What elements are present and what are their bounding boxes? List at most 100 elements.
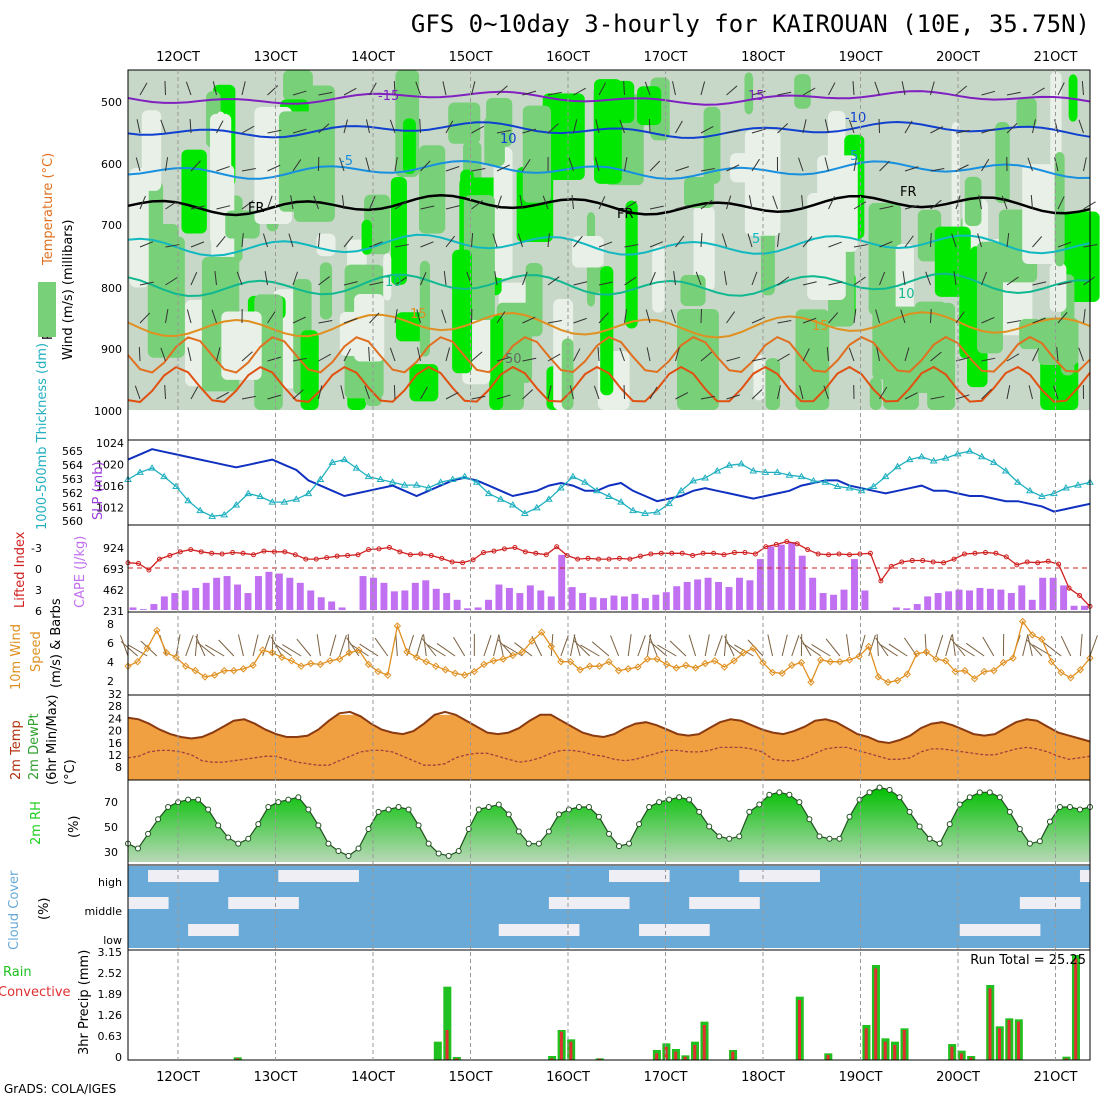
rh-patch: [652, 245, 665, 313]
wind-barb: [496, 394, 511, 400]
rh-patch: [1022, 164, 1062, 265]
wind-barb-10m: [329, 634, 337, 657]
rh-point: [215, 822, 222, 829]
isotherm-label: 15: [812, 319, 829, 334]
li-point: [679, 550, 685, 556]
cape-bar: [422, 580, 430, 610]
rh-point: [385, 806, 392, 813]
wind-barb: [522, 128, 537, 134]
li-tick: 3: [35, 584, 42, 597]
precip-tick: 0.63: [98, 1030, 123, 1043]
li-point: [282, 549, 288, 555]
wind-barb: [981, 128, 996, 134]
wind-barb: [160, 347, 166, 362]
x-tick-bottom: 21OCT: [1034, 1070, 1078, 1085]
wind-barb: [547, 276, 560, 286]
wind-speed-point: [489, 657, 498, 665]
isotherm-line: [127, 193, 1091, 217]
rh-point: [185, 796, 192, 803]
wind-barb: [700, 351, 713, 362]
thickness-point: [280, 498, 289, 505]
wind-barb: [981, 158, 990, 172]
wind-speed-point: [153, 626, 161, 635]
thickness-point: [304, 489, 313, 497]
thickness-tick: 561: [62, 501, 83, 514]
rh-point: [315, 822, 322, 829]
cloud-cell: [198, 870, 209, 882]
wind-barb: [292, 159, 302, 172]
temp-tick: 32: [108, 688, 122, 701]
cloud-cell: [148, 897, 159, 909]
wind-barb: [492, 233, 498, 248]
temp-ylabel: 2m Temp: [9, 720, 24, 780]
temp-line: [127, 710, 1091, 745]
wind-barb: [802, 317, 817, 324]
rh-point: [876, 784, 883, 791]
wind-barb: [955, 129, 970, 134]
convective-bar: [702, 1025, 706, 1060]
wind-barb-10m: [252, 634, 259, 657]
wind-barb: [1056, 347, 1059, 362]
thickness-point: [352, 464, 361, 471]
thickness-point: [1025, 486, 1034, 494]
cape-bar: [819, 593, 827, 610]
wind-barb: [496, 129, 511, 134]
panel-frame: [127, 439, 1091, 526]
thickness-point: [989, 458, 998, 465]
wind-barb: [981, 388, 992, 400]
li-point: [188, 547, 194, 553]
wind-barb: [343, 119, 348, 134]
cloud-cell: [188, 924, 199, 936]
wind-barb-10m: [945, 634, 953, 657]
wind-barb-10m: [359, 643, 379, 657]
rh-point: [1076, 806, 1083, 813]
cape-bar: [150, 604, 158, 610]
rh-patch: [625, 200, 638, 329]
x-tick-bottom: 15OCT: [449, 1070, 493, 1085]
wind-barb: [904, 120, 913, 134]
wind-speed-point: [951, 667, 960, 676]
wind-speed-point: [432, 662, 440, 670]
cape-bar: [840, 589, 848, 610]
rh-point: [195, 796, 202, 803]
li-point: [763, 544, 769, 550]
wind-speed-point: [768, 668, 777, 677]
wind-barb: [748, 195, 753, 210]
rh-point: [555, 811, 562, 818]
convective-bar: [826, 1055, 830, 1060]
cape-bar: [694, 579, 702, 610]
wind-barb: [292, 357, 307, 362]
rh-point: [155, 816, 162, 823]
wind-barb: [288, 233, 294, 248]
rh-point: [866, 789, 873, 796]
cloud-cell: [649, 870, 660, 882]
wind-barb: [547, 320, 562, 324]
cape-bar: [976, 587, 984, 610]
wind-speed-point: [460, 671, 469, 679]
ytick-label: 800: [101, 282, 122, 295]
wind-barb: [139, 281, 154, 286]
wind-barb-10m: [724, 635, 735, 657]
wind-barb: [216, 120, 224, 134]
cape-bar: [809, 577, 817, 610]
wind-barb: [1006, 276, 1019, 286]
wind-speed-point: [980, 667, 988, 676]
isotherm-label: 15: [748, 89, 765, 104]
wind-barb: [189, 118, 192, 134]
thickness-point: [653, 508, 661, 515]
wind-barb: [649, 241, 664, 248]
thickness-ylabel: 1000-500mb Thickness (dm): [35, 343, 50, 530]
li-point: [428, 552, 434, 558]
wind-barb: [164, 384, 166, 400]
rh-point: [1026, 840, 1033, 847]
li-point: [491, 548, 497, 554]
convective-bar: [959, 1053, 963, 1060]
wind-barb: [700, 81, 706, 96]
wind-barb: [777, 91, 792, 96]
wind-barb-10m: [120, 635, 129, 657]
cloud-cell: [959, 924, 971, 936]
rh-patch: [452, 249, 473, 374]
wind-ylabel: 10m Wind: [9, 624, 24, 690]
rh-point: [145, 830, 152, 837]
wind-barb: [619, 119, 625, 134]
